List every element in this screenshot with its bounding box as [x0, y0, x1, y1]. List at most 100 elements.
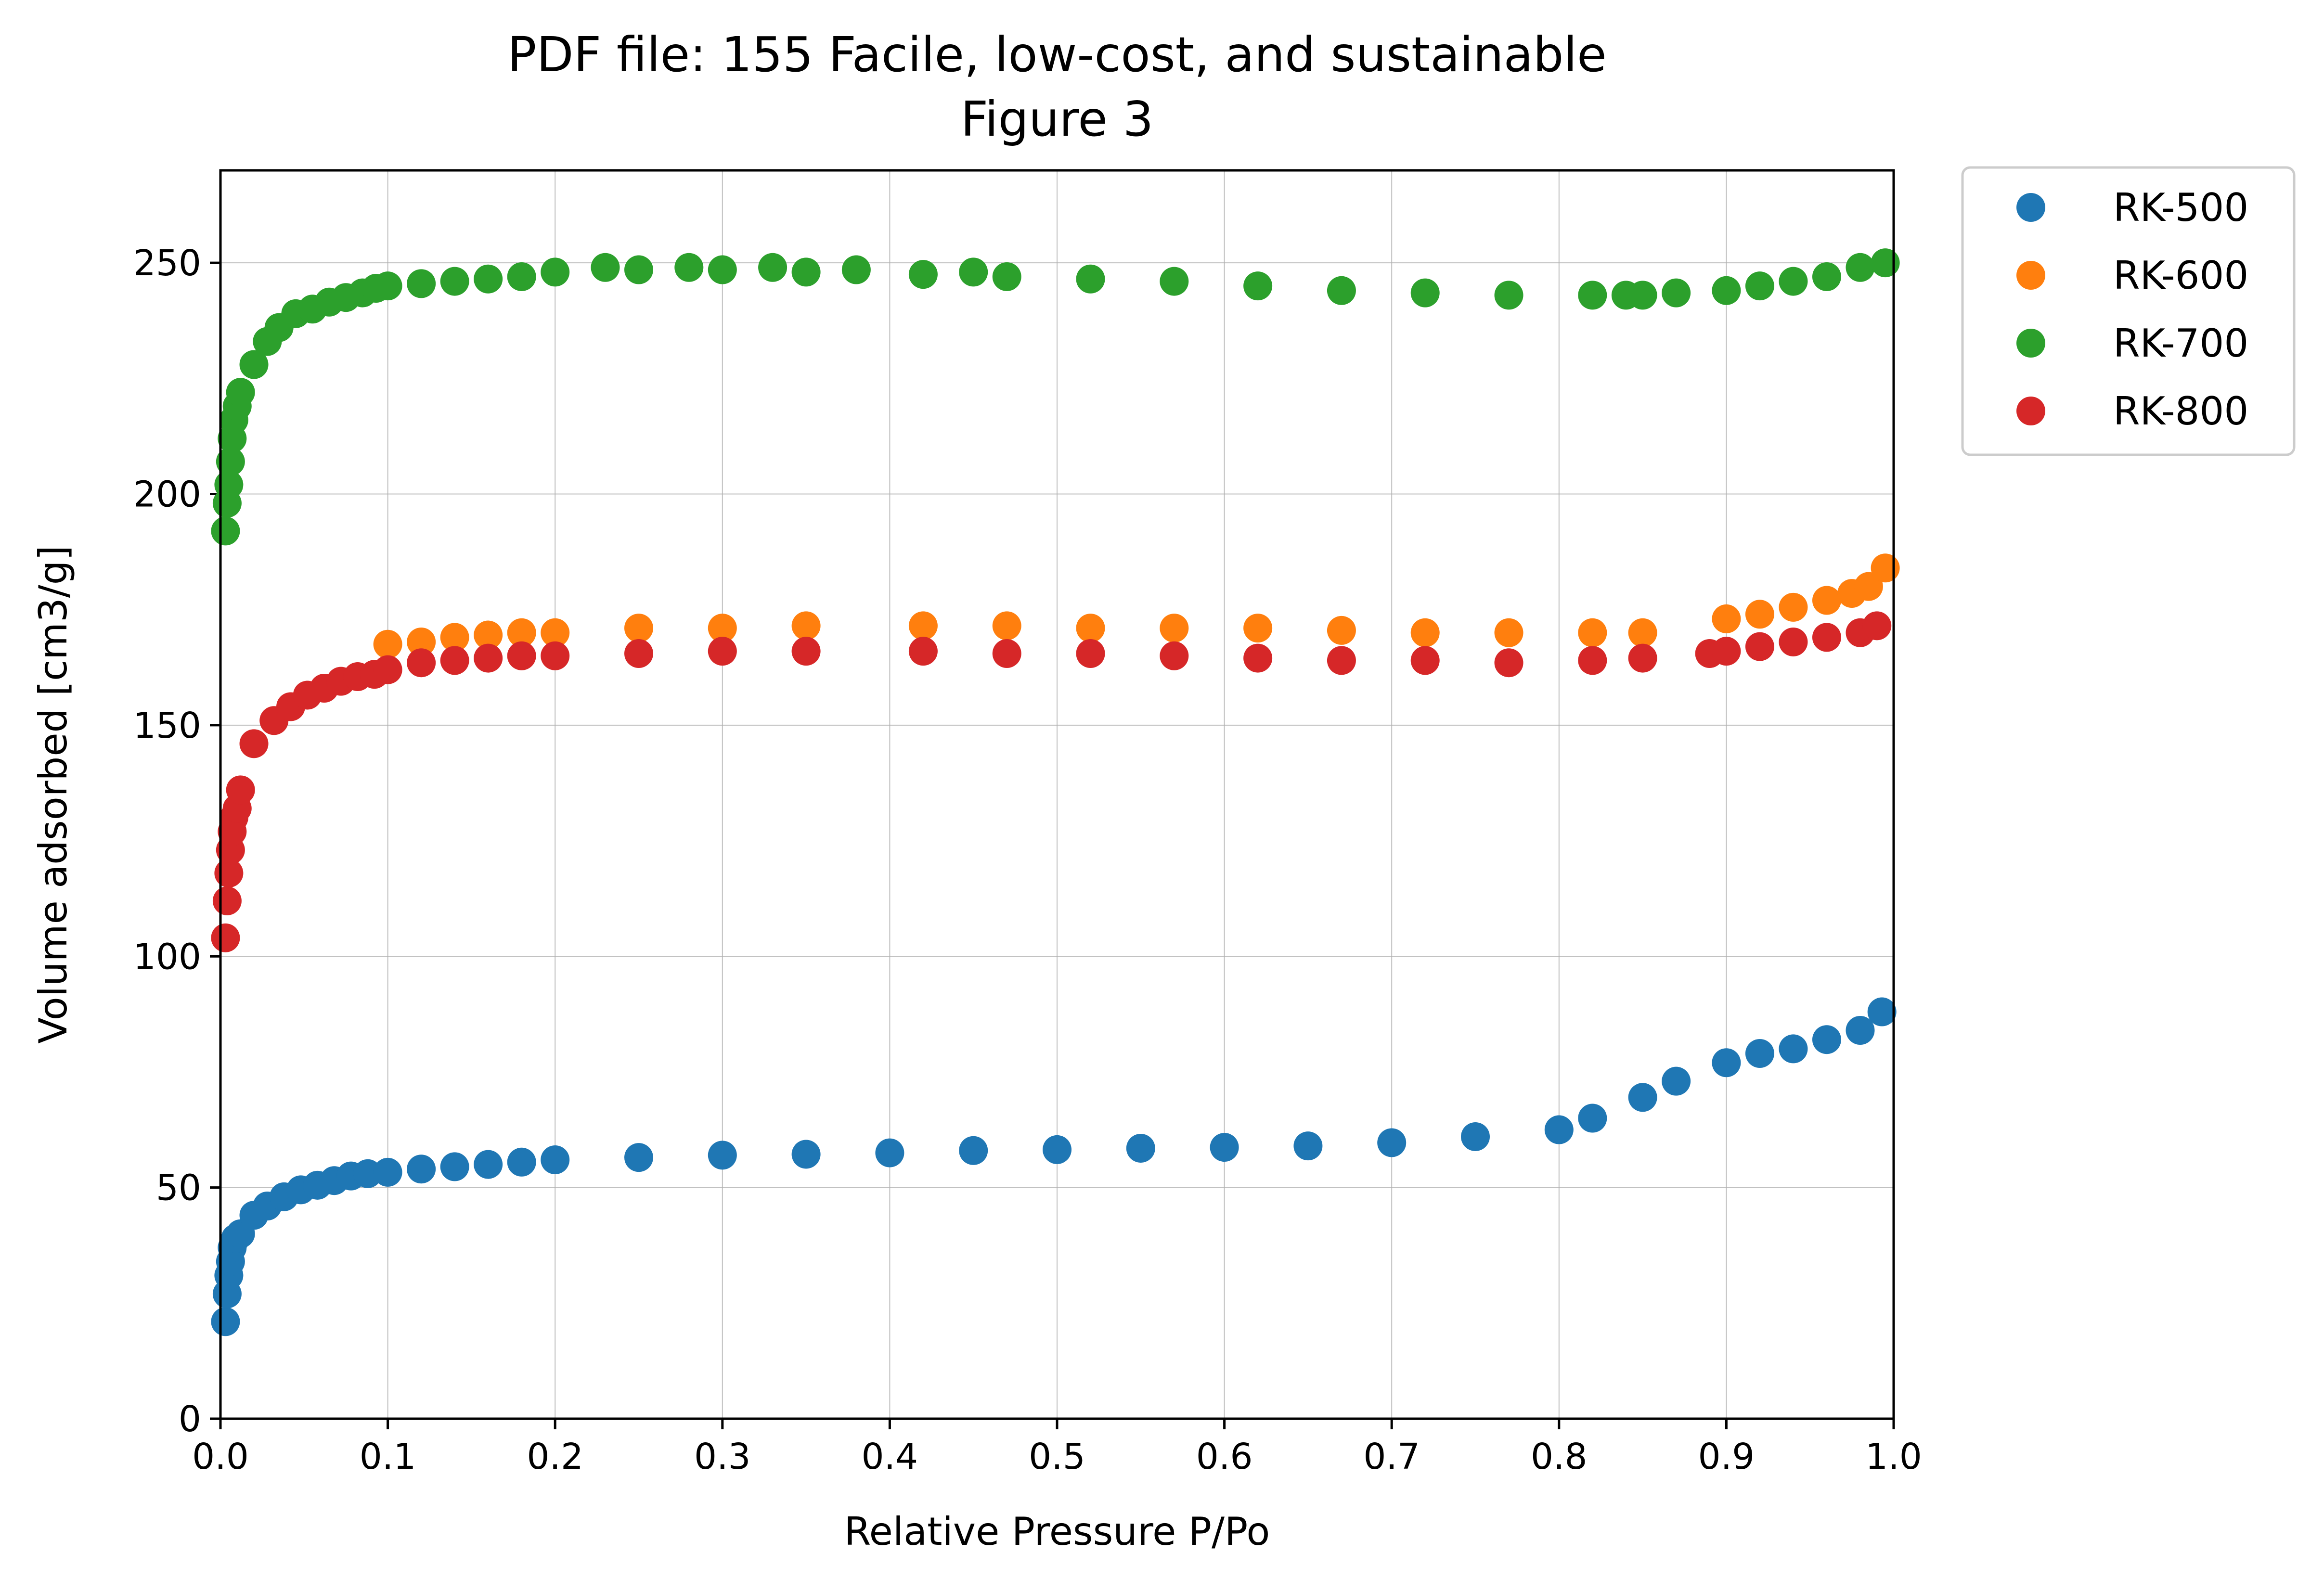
data-point — [1043, 1135, 1072, 1164]
data-point — [624, 639, 653, 668]
series-rk-800 — [211, 611, 1892, 952]
data-point — [1544, 1115, 1574, 1144]
data-point — [1494, 648, 1524, 678]
x-tick-label: 0.7 — [1363, 1436, 1420, 1477]
data-point — [1779, 1034, 1808, 1064]
data-point — [1160, 614, 1189, 643]
data-point — [791, 637, 821, 666]
data-point — [440, 646, 469, 675]
data-point — [708, 1141, 737, 1170]
data-point — [1662, 278, 1691, 308]
data-point — [1210, 1133, 1239, 1162]
data-point — [1160, 641, 1189, 670]
data-point — [226, 378, 255, 407]
data-point — [708, 255, 737, 284]
data-point — [211, 923, 240, 952]
data-point — [373, 271, 402, 301]
data-point — [1812, 586, 1841, 615]
data-point — [507, 618, 536, 647]
data-point — [1745, 632, 1774, 661]
data-point — [407, 1155, 436, 1184]
legend-marker — [2016, 193, 2045, 222]
data-point — [708, 637, 737, 666]
data-point — [541, 618, 570, 647]
data-point — [1628, 643, 1657, 673]
data-point — [791, 1140, 821, 1169]
legend-marker — [2016, 261, 2045, 290]
data-point — [959, 1136, 988, 1165]
data-point — [1327, 276, 1356, 305]
data-point — [507, 641, 536, 670]
data-point — [373, 629, 402, 659]
data-point — [1377, 1128, 1407, 1157]
data-point — [1812, 262, 1841, 291]
data-point — [1745, 1039, 1774, 1068]
chart-title-line-1: PDF file: 155 Facile, low-cost, and sust… — [507, 26, 1606, 83]
data-point — [440, 1152, 469, 1181]
data-point — [239, 350, 269, 379]
data-point — [624, 614, 653, 643]
data-point — [216, 447, 245, 476]
data-point — [1494, 281, 1524, 310]
y-axis-label: Volume adsorbed [cm3/g] — [31, 545, 76, 1043]
data-point — [674, 253, 704, 282]
data-point — [1293, 1131, 1323, 1161]
data-point — [1243, 271, 1273, 301]
data-point — [1779, 627, 1808, 656]
data-point — [1578, 646, 1607, 675]
data-point — [908, 637, 938, 666]
data-point — [1712, 604, 1741, 633]
data-point — [1243, 643, 1273, 673]
data-point — [440, 623, 469, 652]
data-point — [1745, 600, 1774, 629]
data-point — [1712, 276, 1741, 305]
data-point — [407, 627, 436, 656]
data-point — [226, 775, 255, 805]
data-point — [1126, 1133, 1155, 1163]
data-point — [1410, 646, 1440, 675]
series-rk-600 — [373, 553, 1900, 659]
data-point — [239, 729, 269, 758]
data-point — [211, 1307, 240, 1336]
legend-marker — [2016, 397, 2045, 425]
data-point — [1712, 1048, 1741, 1078]
data-points — [211, 248, 1900, 1336]
data-point — [841, 255, 871, 284]
data-point — [507, 1147, 536, 1177]
data-point — [1846, 1015, 1875, 1045]
y-tick-label: 100 — [133, 936, 201, 977]
data-point — [1871, 248, 1900, 278]
data-point — [1578, 618, 1607, 647]
data-point — [1076, 639, 1105, 668]
x-tick-label: 0.8 — [1531, 1436, 1588, 1477]
data-point — [541, 641, 570, 670]
data-point — [1327, 616, 1356, 645]
x-tick-label: 0.1 — [360, 1436, 416, 1477]
data-point — [908, 611, 938, 641]
data-point — [1662, 1066, 1691, 1096]
data-point — [791, 611, 821, 641]
data-point — [1812, 1025, 1841, 1054]
data-point — [1779, 267, 1808, 296]
data-point — [407, 648, 436, 678]
x-tick-label: 0.0 — [192, 1436, 249, 1477]
data-point — [407, 269, 436, 298]
legend-marker — [2016, 329, 2045, 358]
data-point — [1745, 271, 1774, 301]
x-tick-label: 0.3 — [694, 1436, 751, 1477]
data-point — [541, 1145, 570, 1174]
legend-label: RK-800 — [2113, 389, 2248, 434]
data-point — [875, 1138, 904, 1168]
x-tick-label: 0.4 — [862, 1436, 918, 1477]
data-point — [1628, 618, 1657, 647]
data-point — [708, 614, 737, 643]
legend-label: RK-600 — [2113, 253, 2248, 298]
data-point — [1812, 623, 1841, 652]
y-tick-label: 150 — [133, 705, 201, 746]
x-tick-label: 0.2 — [527, 1436, 583, 1477]
data-point — [373, 1157, 402, 1187]
data-point — [507, 262, 536, 291]
data-point — [212, 886, 242, 915]
y-tick-label: 250 — [133, 243, 201, 284]
